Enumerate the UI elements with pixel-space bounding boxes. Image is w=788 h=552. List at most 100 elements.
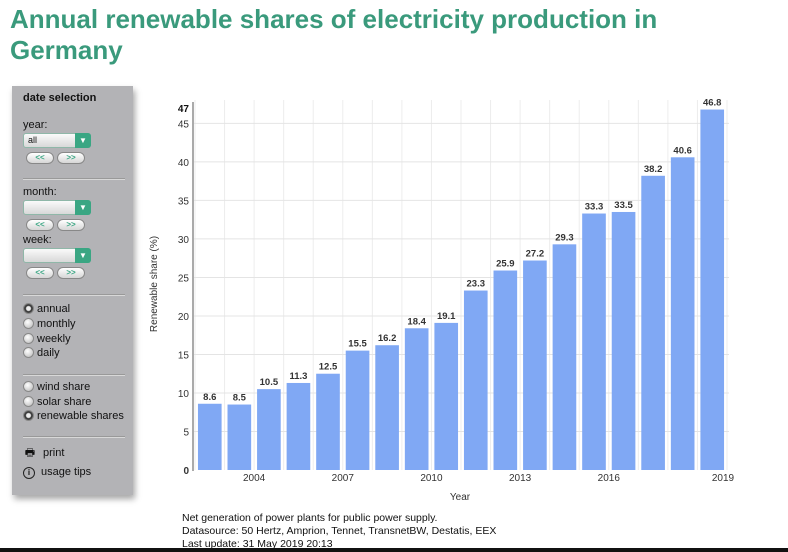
year-select[interactable]: all ▼ xyxy=(23,133,91,148)
date-selection-panel: date selection year: all ▼ << >> month: … xyxy=(12,86,133,495)
radio-label: renewable shares xyxy=(37,410,124,422)
chevron-down-icon[interactable]: ▼ xyxy=(75,200,91,215)
week-label: week: xyxy=(23,234,52,246)
x-tick-label: 2004 xyxy=(243,473,266,484)
divider xyxy=(23,374,125,376)
x-tick-label: 2013 xyxy=(509,473,532,484)
bar-2019 xyxy=(700,109,725,470)
radio-button-icon[interactable] xyxy=(23,396,34,407)
divider xyxy=(23,178,125,180)
radio-button-icon[interactable] xyxy=(23,303,34,314)
bar-value-label: 8.5 xyxy=(233,393,247,404)
bar-value-label: 33.3 xyxy=(585,202,604,213)
year-next-button[interactable]: >> xyxy=(57,152,85,164)
bar-2014 xyxy=(552,244,577,470)
radio-monthly[interactable]: monthly xyxy=(23,318,76,331)
bar-value-label: 19.1 xyxy=(437,311,456,322)
usage-tips-label: usage tips xyxy=(41,466,92,478)
x-tick-label: 2007 xyxy=(332,473,355,484)
bar-2003 xyxy=(227,404,252,470)
y-max-label: 47 xyxy=(178,104,190,115)
x-tick-label: 2019 xyxy=(712,473,735,484)
bar-value-label: 16.2 xyxy=(378,333,397,344)
bar-2002 xyxy=(197,403,222,470)
y-tick-label: 0 xyxy=(183,466,189,477)
radio-solar-share[interactable]: solar share xyxy=(23,396,91,409)
bar-2004 xyxy=(257,389,281,470)
chevron-down-icon[interactable]: ▼ xyxy=(75,133,91,148)
bar-value-label: 38.2 xyxy=(644,164,663,175)
radio-daily[interactable]: daily xyxy=(23,347,60,360)
printer-icon: 🖶 xyxy=(24,447,36,459)
bar-2007 xyxy=(345,350,370,470)
y-tick-label: 10 xyxy=(178,389,190,400)
x-tick-label: 2016 xyxy=(598,473,621,484)
radio-button-icon[interactable] xyxy=(23,333,34,344)
divider xyxy=(23,436,125,438)
bar-2015 xyxy=(582,213,606,470)
bar-value-label: 18.4 xyxy=(407,316,426,327)
footnote-datasource: Datasource: 50 Hertz, Amprion, Tennet, T… xyxy=(182,525,497,537)
bar-value-label: 33.5 xyxy=(614,200,633,211)
x-axis-title: Year xyxy=(450,492,471,503)
week-select[interactable]: ▼ xyxy=(23,248,91,263)
y-tick-label: 35 xyxy=(178,196,190,207)
bar-2018 xyxy=(670,157,695,470)
month-select[interactable]: ▼ xyxy=(23,200,91,215)
month-label: month: xyxy=(23,186,57,198)
radio-button-icon[interactable] xyxy=(23,318,34,329)
bar-value-label: 10.5 xyxy=(260,377,279,388)
info-icon: i xyxy=(23,467,35,479)
radio-label: solar share xyxy=(37,396,92,408)
bar-2012 xyxy=(493,270,518,470)
y-tick-label: 20 xyxy=(178,312,190,323)
bar-value-label: 8.6 xyxy=(203,392,216,403)
week-prev-button[interactable]: << xyxy=(26,267,54,279)
radio-label: annual xyxy=(37,303,71,315)
radio-button-icon[interactable] xyxy=(23,410,34,421)
radio-label: wind share xyxy=(37,381,91,393)
bar-2006 xyxy=(316,373,340,470)
y-axis-title: Renewable share (%) xyxy=(149,236,160,332)
month-prev-button[interactable]: << xyxy=(26,219,54,231)
y-tick-label: 45 xyxy=(178,119,190,130)
bar-value-label: 23.3 xyxy=(467,279,486,290)
radio-weekly[interactable]: weekly xyxy=(23,333,71,346)
radio-wind-share[interactable]: wind share xyxy=(23,381,90,394)
y-tick-label: 15 xyxy=(178,350,190,361)
radio-button-icon[interactable] xyxy=(23,381,34,392)
bar-2008 xyxy=(375,345,399,470)
usage-tips-button[interactable]: i usage tips xyxy=(23,466,91,479)
radio-renewable-shares[interactable]: renewable shares xyxy=(23,410,124,423)
y-tick-label: 5 xyxy=(183,427,189,438)
footnote-description: Net generation of power plants for publi… xyxy=(182,512,438,524)
bar-value-label: 29.3 xyxy=(555,232,574,243)
y-tick-label: 25 xyxy=(178,273,190,284)
bar-value-label: 25.9 xyxy=(496,259,515,270)
bar-2005 xyxy=(286,382,311,470)
radio-label: weekly xyxy=(37,333,71,345)
bar-value-label: 11.3 xyxy=(289,371,307,382)
chart-footnote: Net generation of power plants for publi… xyxy=(182,512,496,551)
page-title: Annual renewable shares of electricity p… xyxy=(10,4,658,65)
bar-2016 xyxy=(611,211,636,470)
y-tick-label: 30 xyxy=(178,235,190,246)
bar-2010 xyxy=(434,322,459,470)
bar-value-label: 46.8 xyxy=(703,98,722,109)
year-label: year: xyxy=(23,119,48,131)
year-prev-button[interactable]: << xyxy=(26,152,54,164)
bar-2009 xyxy=(404,328,429,470)
week-next-button[interactable]: >> xyxy=(57,267,85,279)
y-tick-label: 40 xyxy=(178,158,190,169)
chevron-down-icon[interactable]: ▼ xyxy=(75,248,91,263)
bar-value-label: 15.5 xyxy=(348,339,367,350)
print-button[interactable]: 🖶 print xyxy=(23,444,65,463)
print-label: print xyxy=(43,447,65,459)
radio-annual[interactable]: annual xyxy=(23,303,70,316)
radio-button-icon[interactable] xyxy=(23,347,34,358)
year-select-value: all xyxy=(28,135,38,145)
divider xyxy=(23,294,125,296)
month-next-button[interactable]: >> xyxy=(57,219,85,231)
radio-label: monthly xyxy=(37,318,76,330)
